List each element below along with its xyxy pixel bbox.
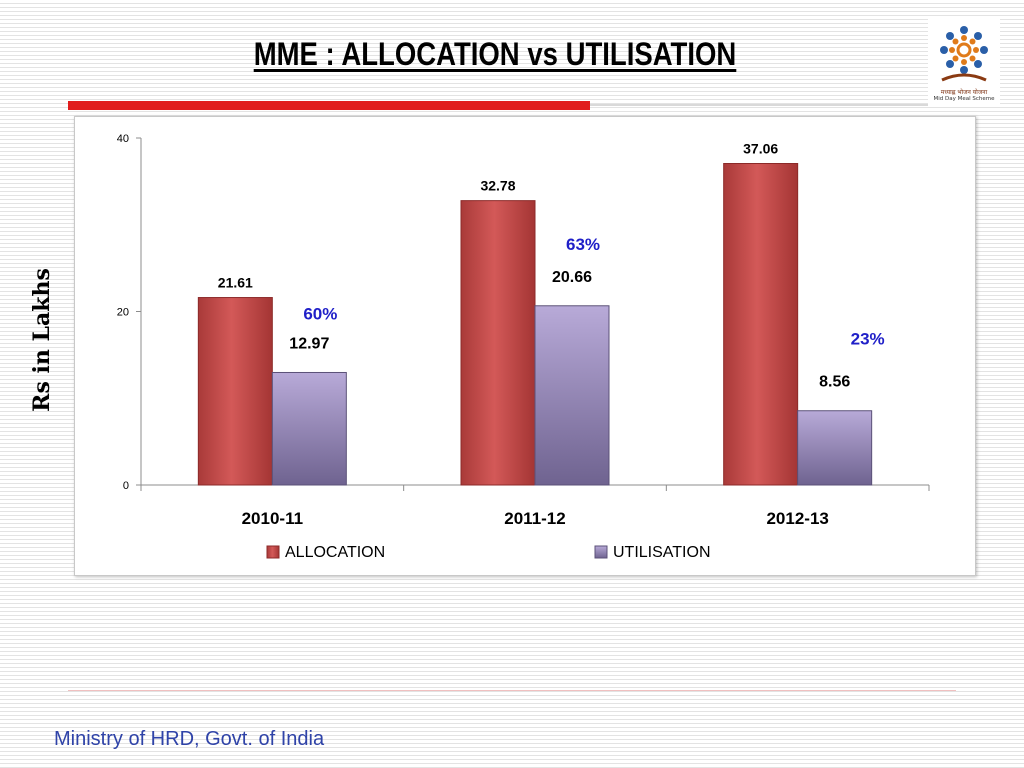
x-tick-label: 2012-13 [766,509,828,528]
logo-emblem-icon [940,26,988,82]
allocation-bar-2010-11 [197,297,273,486]
legend-allocation-swatch [266,545,280,559]
allocation-value-label: 32.78 [480,178,515,194]
x-tick-label: 2010-11 [242,509,303,528]
utilisation-value-label: 12.97 [289,335,329,352]
bar-chart: 0 20 40 21.61 12.97 2010-11 60% 32.78 20.66 2011… [117,133,930,561]
utilisation-value-label: 8.56 [819,374,850,391]
utilisation-percent-annotation: 23% [851,330,885,349]
y-tick-label: 0 [123,480,129,492]
allocation-value-label: 21.61 [218,275,253,291]
logo-text-english: Mid Day Meal Scheme [933,96,995,102]
legend-utilisation-label: UTILISATION [613,544,711,561]
mid-day-meal-logo: मध्याह्न भोजन योजना Mid Day Meal Scheme [928,18,1000,106]
utilisation-bar-2011-12 [534,305,610,486]
title-accent-bar [68,101,590,110]
legend-allocation-label: ALLOCATION [285,544,385,561]
utilisation-percent-annotation: 60% [303,305,337,324]
chart-container: 0 20 40 21.61 12.97 2010-11 60% 32.78 20.66 2011… [74,116,976,576]
utilisation-bar-2012-13 [797,410,873,486]
allocation-bar-2011-12 [460,200,536,486]
utilisation-bar-2010-11 [271,371,347,486]
logo-text-hindi: मध्याह्न भोजन योजना [940,89,988,96]
y-tick-label: 40 [117,133,129,145]
x-tick-label: 2011-12 [504,509,565,528]
title-divider-line [590,104,930,106]
y-tick-label: 20 [117,307,129,319]
footer-divider-line [68,690,956,691]
allocation-value-label: 37.06 [743,141,778,157]
y-axis-label: Rs in Lakhs [29,268,55,412]
legend-utilisation-swatch [594,545,608,559]
footer-text: Ministry of HRD, Govt. of India [54,728,325,750]
utilisation-value-label: 20.66 [552,269,592,286]
utilisation-percent-annotation: 63% [566,235,600,254]
allocation-bar-2012-13 [723,163,799,486]
slide-title: MME : ALLOCATION vs UTILISATION [253,36,737,72]
